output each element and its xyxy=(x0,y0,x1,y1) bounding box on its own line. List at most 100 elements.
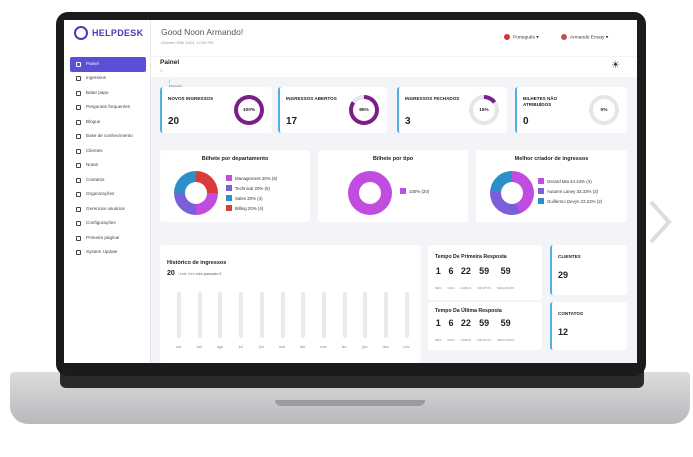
menu-item[interactable]: Configurações xyxy=(70,217,146,232)
unit-label: HORAS xyxy=(460,286,472,290)
month-label: abr xyxy=(300,345,306,349)
counter-label: CONTATOS xyxy=(558,311,584,316)
countdown-unit: 59 MINUTOS xyxy=(477,319,491,346)
menu-item[interactable]: Gerenciar usuários xyxy=(70,202,146,217)
month-bar: abr xyxy=(294,290,311,352)
menu: Painel Ingressos Bater papo Perguntas frequ… xyxy=(70,57,146,260)
menu-item[interactable]: Notas xyxy=(70,159,146,174)
month-label: jun xyxy=(258,345,264,349)
unit-value: 1 xyxy=(435,266,441,276)
unit-label: MINUTOS xyxy=(477,338,491,342)
chart-card: Bilhete por tipo 100% (20) xyxy=(318,150,468,222)
menu-icon xyxy=(76,221,81,227)
chart-title: Bilhete por departamento xyxy=(201,156,269,162)
legend-swatch xyxy=(226,185,232,191)
last-month: mês passado 0 xyxy=(195,272,222,276)
menu-icon xyxy=(76,134,81,140)
countdown-unit: 1 MÊS xyxy=(435,319,442,346)
menu-icon xyxy=(76,177,81,183)
stat-card: BILHETES NÃO ATRIBUÍDOS 0 0% xyxy=(515,87,627,133)
legend-label: Sales 20% (4) xyxy=(235,195,263,201)
menu-label: Blogue xyxy=(86,118,101,124)
menu-label: Clientes xyxy=(86,147,103,153)
countdown-unit: 59 SEGUNDOS xyxy=(497,319,514,346)
menu-icon xyxy=(76,90,81,96)
menu-item[interactable]: Clientes xyxy=(70,144,146,159)
countdown-unit: 6 DIAS xyxy=(448,319,455,346)
counter-card: CLIENTES 29 xyxy=(550,245,627,295)
language[interactable]: Português ▾ xyxy=(504,34,539,40)
response-time-title: Tempo Da Última Resposta xyxy=(435,308,502,314)
counter-value: 12 xyxy=(558,327,569,337)
unit-label: MINUTOS xyxy=(477,286,491,290)
user-name: Armando Ematy xyxy=(570,35,605,41)
progress-ring: 15% xyxy=(469,95,499,125)
month-bar: out xyxy=(170,290,187,352)
next-arrow[interactable] xyxy=(645,198,675,246)
response-time-title: Tempo De Primeira Resposta xyxy=(435,254,507,260)
unit-label: DIAS xyxy=(447,286,455,290)
menu-label: Gerenciar usuários xyxy=(86,205,125,211)
menu-item[interactable]: Base de conhecimento xyxy=(70,130,146,145)
month-bar: dez xyxy=(377,290,394,352)
unit-value: 22 xyxy=(460,318,471,328)
stat-label: NOVOS INGRESSOS xyxy=(168,96,214,101)
legend-item: Gerard Mia 44.44% (4) xyxy=(538,176,602,186)
donut-hole xyxy=(185,182,207,204)
menu-item[interactable]: Perguntas frequentes xyxy=(70,101,146,116)
menu-item[interactable]: Primeira página! xyxy=(70,231,146,246)
menu-item[interactable]: Blogue xyxy=(70,115,146,130)
top-bar: Good Noon Armando! October 30th 2024, 12… xyxy=(151,20,637,56)
menu-item[interactable]: Bater papo xyxy=(70,86,146,101)
menu-item[interactable]: Contatos xyxy=(70,173,146,188)
progress-ring: 85% xyxy=(349,95,379,125)
month-label: mai xyxy=(279,345,286,349)
legend-swatch xyxy=(226,195,232,201)
unit-label: HORAS xyxy=(460,338,472,342)
legend-label: Management 20% (5) xyxy=(235,175,278,181)
stat-label: BILHETES NÃO ATRIBUÍDOS xyxy=(523,96,558,107)
countdown-unit: 59 SEGUNDOS xyxy=(497,267,514,294)
unit-value: 1 xyxy=(435,318,441,328)
legend-item: Billing 20% (4) xyxy=(226,203,277,213)
unit-label: MÊS xyxy=(435,286,442,290)
stat-value: 0 xyxy=(523,116,529,127)
donut-chart xyxy=(348,171,392,215)
user-menu[interactable]: Armando Ematy ▾ xyxy=(561,34,608,40)
menu-item[interactable]: System Update xyxy=(70,246,146,261)
month-label: fev xyxy=(341,345,347,349)
month-bar: nov xyxy=(398,290,415,352)
history-count: 20 xyxy=(167,270,175,277)
menu-icon xyxy=(76,163,81,169)
legend-swatch xyxy=(538,178,544,184)
month-label: set xyxy=(196,345,202,349)
theme-toggle[interactable]: ☀ xyxy=(611,60,620,71)
month-bar: ago xyxy=(211,290,228,352)
chart-title: Bilhete por tipo xyxy=(372,156,414,162)
menu-label: Bater papo xyxy=(86,89,109,95)
breadcrumb-text: / Painel xyxy=(169,79,182,89)
menu-item[interactable]: Painel xyxy=(70,57,146,72)
counter-label: CLIENTES xyxy=(558,254,581,259)
stat-card: INGRESSOS ABERTOS 17 85% xyxy=(278,87,387,133)
menu-label: Base de conhecimento xyxy=(86,133,133,139)
month-label: mar xyxy=(320,345,327,349)
menu-icon xyxy=(76,192,81,198)
countdown-unit: 22 HORAS xyxy=(461,267,472,294)
stat-value: 20 xyxy=(168,116,180,127)
date: October 30th 2024, 12:00 PM xyxy=(161,40,214,45)
countdown-unit: 1 MÊS xyxy=(435,267,442,294)
legend-label: Technical 20% (5) xyxy=(235,185,270,191)
history-subtitle: / este mês mês passado 0 xyxy=(178,272,221,276)
greeting: Good Noon Armando! xyxy=(161,27,244,37)
counter-value: 29 xyxy=(558,270,569,280)
chart-card: Bilhete por departamento Management 20% (… xyxy=(160,150,310,222)
countdown: 1 MÊS 6 DIAS 22 HORAS 59 MINUTOS 59 SEGUNDOS xyxy=(435,267,514,294)
this-month: / este mês xyxy=(178,272,195,276)
chart-card: Melhor criador de ingressos Gerard Mia 44… xyxy=(476,150,627,222)
menu-item[interactable]: Organizações xyxy=(70,188,146,203)
legend-swatch xyxy=(226,205,232,211)
month-label: jan xyxy=(362,345,368,349)
menu-item[interactable]: Ingressos xyxy=(70,72,146,87)
history-card: Histórico de ingressos 20/ este mês mês p… xyxy=(160,245,421,363)
